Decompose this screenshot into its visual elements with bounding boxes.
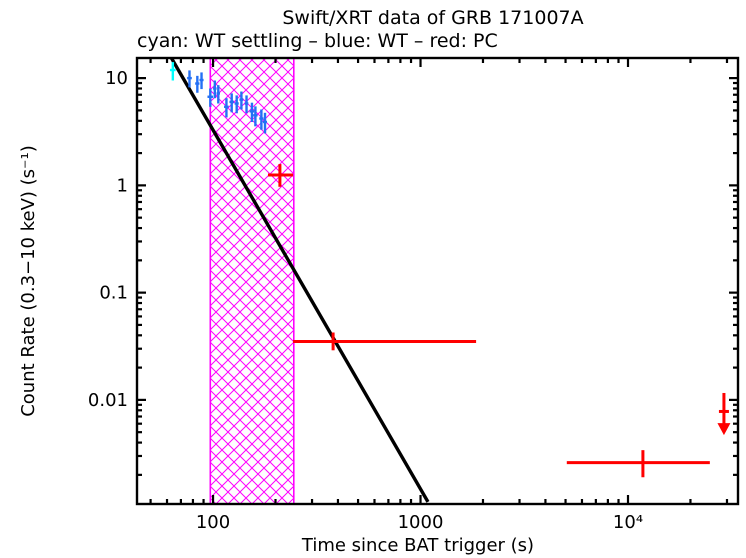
- fit-line: [169, 58, 430, 503]
- data-points-layer: [169, 62, 731, 478]
- data-point: [293, 332, 477, 351]
- data-point: [213, 80, 217, 99]
- data-point: [187, 70, 192, 88]
- series-pc: [267, 164, 710, 478]
- series-wt-settling: [169, 62, 176, 81]
- powerlaw-fit: [169, 58, 430, 503]
- data-point: [207, 88, 214, 107]
- chart-legend-subtitle: cyan: WT settling – blue: WT – red: PC: [137, 30, 498, 52]
- data-point: [566, 450, 710, 478]
- x-tick-label: 10⁴: [613, 512, 643, 533]
- data-point: [239, 91, 244, 110]
- upper-limit-arrow: [717, 392, 731, 436]
- arrow-head: [717, 423, 731, 436]
- data-point: [199, 72, 204, 90]
- band-hatch: [210, 58, 294, 504]
- data-point: [234, 95, 239, 114]
- tick-labels-layer: 100 1000 10⁴ 10 1 0.1 0.01: [88, 68, 643, 533]
- series-wt: [187, 70, 268, 134]
- data-point: [224, 98, 229, 118]
- data-point: [259, 109, 264, 130]
- y-axis-label: Count Rate (0.3−10 keV) (s⁻¹): [18, 145, 39, 417]
- data-point: [267, 164, 294, 187]
- axes-layer: [135, 56, 740, 506]
- x-axis-label: Time since BAT trigger (s): [301, 535, 534, 556]
- data-point: [262, 112, 268, 134]
- x-tick-label: 100: [196, 512, 230, 533]
- data-point: [253, 106, 258, 127]
- data-point: [195, 75, 200, 93]
- y-tick-label: 10: [105, 68, 128, 89]
- data-point: [249, 102, 255, 122]
- axis-frame: [135, 56, 740, 506]
- x-tick-label: 1000: [398, 512, 444, 533]
- y-tick-label: 1: [117, 175, 128, 196]
- y-tick-label: 0.1: [99, 283, 128, 304]
- data-point: [169, 62, 176, 81]
- data-point: [244, 95, 249, 114]
- y-tick-label: 0.01: [88, 390, 128, 411]
- wt-to-pc-transition-band: [209, 58, 295, 504]
- data-point: [229, 93, 234, 113]
- chart-title: Swift/XRT data of GRB 171007A: [282, 7, 583, 29]
- data-point: [216, 85, 220, 104]
